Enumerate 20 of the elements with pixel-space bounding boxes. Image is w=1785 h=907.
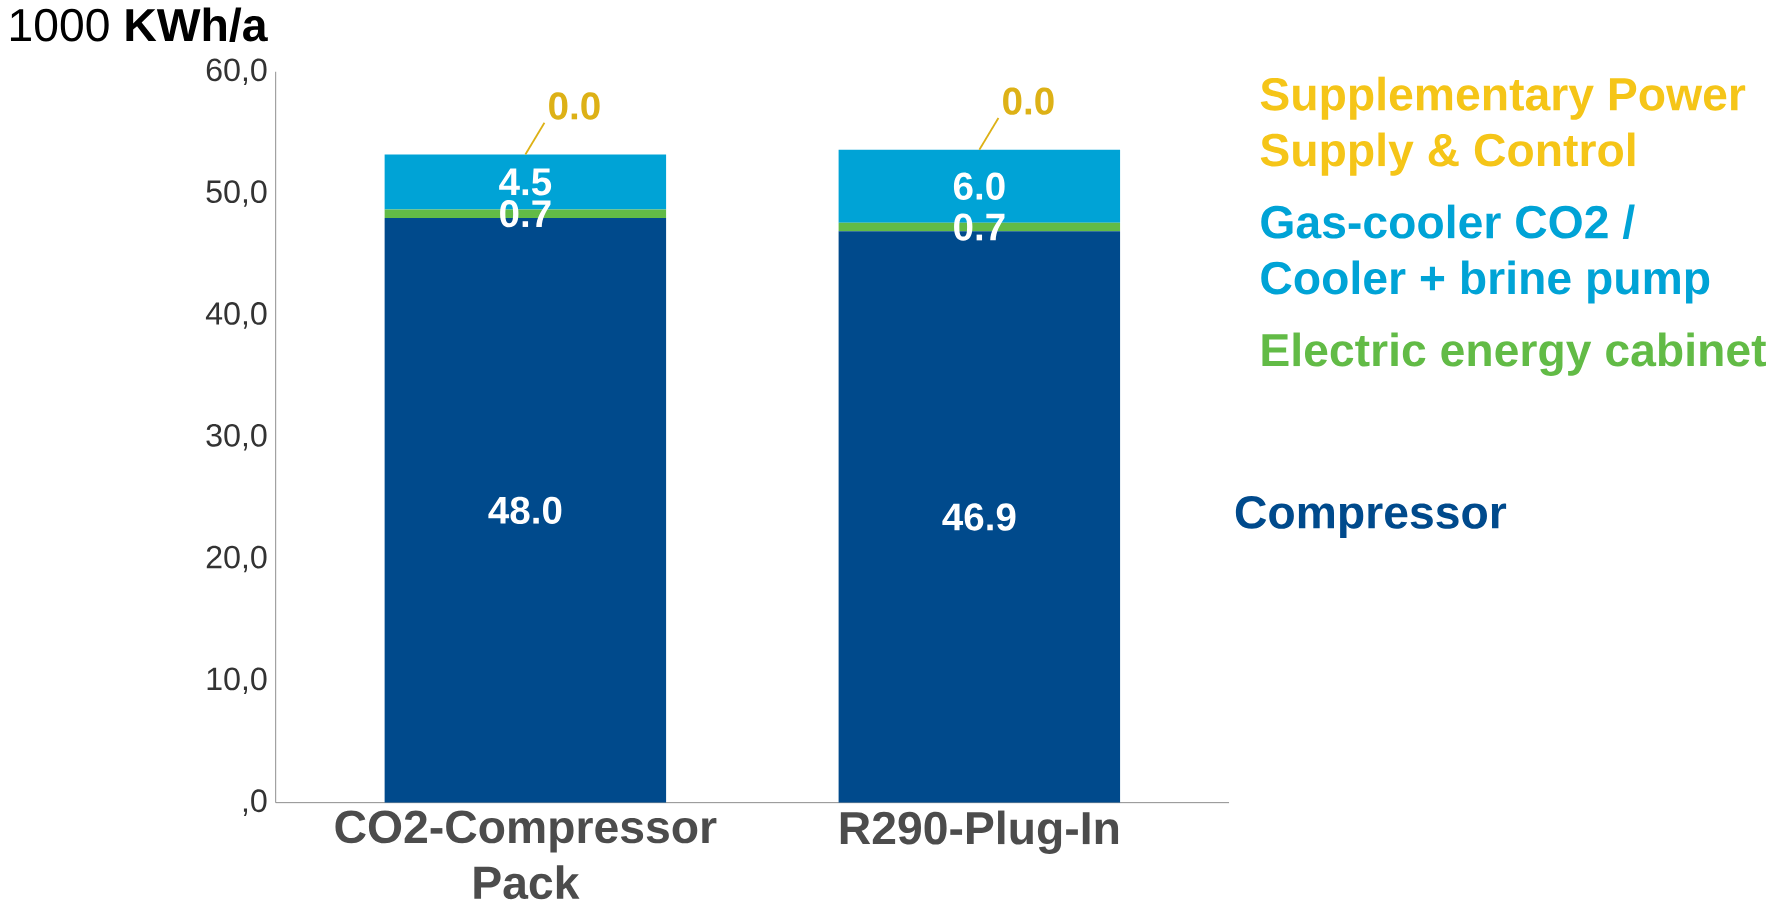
data-label: 6.0	[953, 172, 1005, 201]
y-axis-title: 1000 KWh/a	[10, 7, 268, 43]
y-tick-label: 30,0	[206, 424, 267, 451]
data-label: 0.0	[549, 92, 600, 120]
y-tick-label: 50,0	[206, 180, 267, 208]
text: Compressor	[1235, 496, 1507, 539]
data-label: 4.5	[499, 168, 552, 196]
data-label: 48.0	[488, 496, 562, 525]
text: Gas-cooler CO2 / Cooler + brine pump	[1261, 204, 1710, 304]
y-tick-label: 40,0	[205, 302, 267, 329]
x-tick-label: CO2-Compressor Pack	[335, 810, 717, 900]
y-tick-label: 60,0	[206, 58, 267, 86]
y-tick-label: 20,0	[206, 545, 267, 573]
data-label: 46.9	[942, 503, 1016, 531]
legend-label: Supplementary Power Supply & Control	[1260, 76, 1746, 176]
y-tick-label: 10,0	[207, 667, 267, 695]
x-tick-label: R290-Plug-In	[840, 810, 1119, 855]
text: Electric energy cabinet	[1262, 332, 1766, 377]
y-tick-label: ,0	[243, 789, 267, 817]
data-label: 0.0	[1003, 87, 1054, 115]
